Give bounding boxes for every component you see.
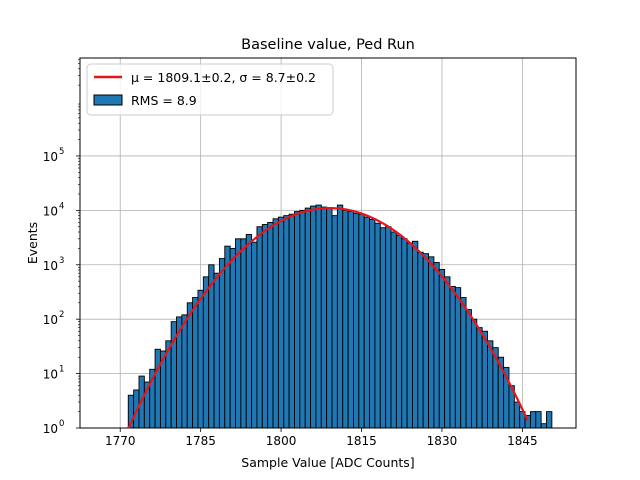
histogram-bar bbox=[406, 242, 413, 429]
histogram-bar bbox=[465, 309, 472, 429]
histogram-bar bbox=[277, 216, 285, 429]
histogram-bar bbox=[310, 205, 317, 429]
histogram-bar bbox=[412, 240, 419, 429]
histogram-bar bbox=[229, 247, 236, 429]
x-tick-label: 1800 bbox=[266, 434, 297, 448]
histogram-bar bbox=[192, 297, 199, 429]
histogram-bar bbox=[417, 251, 424, 429]
histogram-bar bbox=[342, 209, 349, 429]
histogram-bar bbox=[444, 276, 451, 429]
histogram-bar bbox=[390, 231, 397, 429]
y-tick-label: 10 bbox=[43, 368, 58, 382]
legend-rms-swatch bbox=[93, 94, 123, 106]
histogram-bar bbox=[181, 314, 188, 429]
gaussian-fit-curve bbox=[127, 207, 529, 429]
histogram-bar bbox=[385, 226, 392, 429]
histogram-bar bbox=[481, 330, 488, 429]
histogram-bar bbox=[331, 215, 338, 429]
histogram-bar bbox=[476, 327, 483, 429]
histogram-bar bbox=[449, 285, 456, 429]
histogram-bar bbox=[320, 206, 328, 429]
x-axis-label: Sample Value [ADC Counts] bbox=[241, 455, 414, 470]
histogram-bar bbox=[353, 212, 360, 429]
histogram-bar bbox=[235, 238, 242, 429]
y-tick-exponent: 4 bbox=[59, 201, 64, 211]
histogram-bar bbox=[454, 287, 462, 429]
histogram-bar bbox=[256, 226, 263, 429]
histogram-bar bbox=[218, 258, 226, 429]
histogram-bar bbox=[294, 211, 301, 429]
y-tick-label: 10 bbox=[43, 259, 58, 273]
histogram-bar bbox=[358, 213, 365, 429]
histogram-bar bbox=[395, 234, 403, 429]
histogram-bar bbox=[186, 302, 194, 429]
x-axis-ticks: 1770 1785 1800 1815 1830 1845 bbox=[105, 428, 538, 448]
histogram-bar bbox=[154, 348, 161, 429]
histogram-bar bbox=[213, 272, 220, 429]
y-tick-label: 10 bbox=[43, 422, 58, 436]
histogram-bar bbox=[224, 245, 231, 429]
histogram-bar bbox=[267, 221, 274, 429]
histogram-bar bbox=[487, 340, 494, 429]
x-tick-label: 1815 bbox=[346, 434, 377, 448]
y-tick-label: 10 bbox=[43, 204, 58, 218]
plot-frame bbox=[79, 57, 577, 429]
histogram-bar bbox=[374, 222, 381, 429]
legend-box bbox=[86, 63, 334, 116]
histogram-bar bbox=[401, 238, 408, 429]
legend-fit-label: μ = 1809.1±0.2, σ = 8.7±0.2 bbox=[131, 70, 316, 85]
y-tick-exponent: 1 bbox=[59, 365, 64, 375]
histogram-bar bbox=[460, 297, 467, 429]
histogram-bar bbox=[513, 401, 521, 429]
histogram-bar bbox=[245, 234, 253, 429]
histogram-bar bbox=[428, 256, 435, 429]
histogram-bar bbox=[336, 204, 344, 429]
histogram-bar bbox=[470, 318, 478, 429]
histogram-bar bbox=[304, 207, 312, 429]
histogram-bar bbox=[288, 213, 295, 429]
chart-title: Baseline value, Ped Run bbox=[241, 37, 415, 53]
fit-curve-layer bbox=[127, 207, 529, 429]
y-tick-label: 10 bbox=[43, 313, 58, 327]
x-tick-label: 1770 bbox=[105, 434, 136, 448]
histogram-bar bbox=[422, 253, 429, 429]
histogram-bar bbox=[326, 207, 333, 429]
histogram-bar bbox=[197, 289, 204, 429]
histogram-bar bbox=[251, 241, 258, 429]
y-tick-exponent: 3 bbox=[59, 256, 64, 266]
histogram-bar bbox=[546, 411, 553, 429]
histogram-bar bbox=[540, 423, 547, 429]
y-tick-exponent: 5 bbox=[59, 147, 64, 157]
histogram-bar bbox=[272, 218, 279, 429]
x-tick-label: 1845 bbox=[507, 434, 538, 448]
y-tick-exponent: 0 bbox=[59, 419, 64, 429]
histogram-bar bbox=[535, 411, 542, 429]
histogram-bar bbox=[261, 224, 269, 429]
histogram-bar bbox=[202, 276, 210, 429]
histogram-bar bbox=[347, 211, 354, 429]
histogram-bar bbox=[379, 227, 387, 429]
y-tick-exponent: 2 bbox=[59, 310, 64, 320]
y-tick-label: 10 bbox=[43, 150, 58, 164]
histogram-bar bbox=[363, 216, 371, 429]
histogram-bar bbox=[208, 264, 215, 429]
histogram-bar bbox=[369, 219, 376, 429]
histogram-bar bbox=[433, 262, 440, 429]
legend: μ = 1809.1±0.2, σ = 8.7±0.2 RMS = 8.9 bbox=[86, 63, 334, 116]
legend-rms-label: RMS = 8.9 bbox=[131, 93, 197, 108]
histogram-bar bbox=[283, 215, 290, 429]
histogram-bar bbox=[438, 269, 446, 429]
y-axis-label: Events bbox=[25, 222, 40, 264]
histogram-bar bbox=[299, 209, 306, 429]
x-tick-label: 1830 bbox=[427, 434, 458, 448]
x-tick-label: 1785 bbox=[185, 434, 216, 448]
histogram-bar bbox=[529, 411, 537, 429]
histogram-bar bbox=[315, 204, 322, 429]
histogram-bar bbox=[240, 238, 247, 429]
